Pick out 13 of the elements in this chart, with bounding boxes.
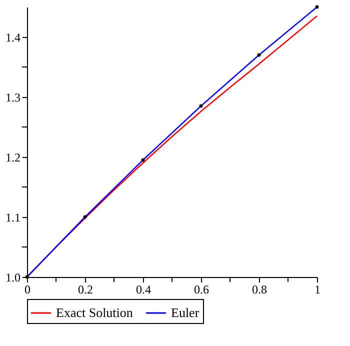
y-tick-label: 1.2 <box>6 150 20 164</box>
y-tick-label: 1.3 <box>6 90 20 104</box>
y-tick-label: 1.1 <box>6 210 20 224</box>
legend-label: Euler <box>171 305 200 320</box>
x-tick-label: 0.4 <box>136 282 151 296</box>
x-tick-label: 0.8 <box>252 282 267 296</box>
x-tick-label: 1 <box>314 282 320 296</box>
y-tick-label: 1.0 <box>6 270 20 284</box>
x-tick-label: 0 <box>24 282 30 296</box>
x-tick-label: 0.2 <box>78 282 93 296</box>
legend-label: Exact Solution <box>56 305 134 320</box>
x-tick-label: 0.6 <box>194 282 209 296</box>
y-tick-label: 1.4 <box>6 30 20 44</box>
